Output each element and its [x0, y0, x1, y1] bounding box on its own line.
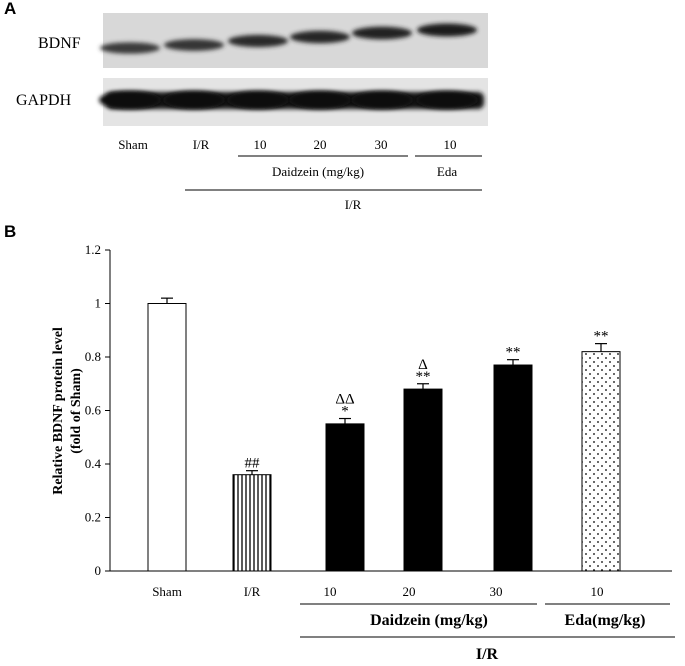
ir-group-label: I/R — [345, 197, 362, 212]
panel-label-b: B — [4, 222, 17, 241]
significance-annotation: ** — [506, 345, 521, 361]
bar — [147, 303, 187, 572]
gapdh-row-label: GAPDH — [16, 92, 72, 109]
panel-label-a: A — [4, 0, 17, 18]
bar — [232, 474, 272, 572]
gapdh-band — [163, 91, 225, 109]
gapdh-band — [99, 91, 161, 109]
y-axis-label-line1: Relative BDNF protein level — [51, 327, 66, 495]
gapdh-band — [227, 91, 289, 109]
y-tick-label: 0 — [95, 563, 102, 578]
gapdh-band — [289, 91, 351, 109]
bar — [403, 388, 443, 572]
y-tick-label: 0.2 — [85, 510, 101, 525]
y-tick-label: 0.4 — [85, 456, 102, 471]
significance-annotation: ** — [416, 369, 431, 385]
blot-lane-label: 20 — [314, 137, 327, 152]
bdnf-band — [417, 23, 477, 37]
blot-lane-label: 30 — [375, 137, 388, 152]
bars: ##ΔΔ*Δ****** — [147, 297, 621, 572]
significance-annotation: ΔΔ — [335, 392, 355, 408]
bdnf-band — [352, 26, 412, 40]
x-tick-labels: Sham I/R 10 20 30 10 — [152, 584, 603, 599]
bdnf-bands — [100, 23, 477, 54]
bdnf-band — [164, 39, 224, 51]
significance-annotation: * — [341, 404, 349, 420]
blot-lane-label: I/R — [193, 137, 210, 152]
gapdh-band — [351, 91, 413, 109]
y-tick-label: 0.6 — [85, 403, 102, 418]
y-axis-label-line2: (fold of Sham) — [69, 368, 84, 454]
blot-lane-label: 10 — [254, 137, 267, 152]
y-tick-label: 1 — [95, 296, 102, 311]
y-tick-label: 1.2 — [85, 242, 101, 257]
x-tick-label: 10 — [324, 584, 337, 599]
bar — [325, 423, 365, 572]
x-tick-label: 30 — [490, 584, 503, 599]
gapdh-bands — [99, 91, 484, 109]
daidzein-label: Daidzein (mg/kg) — [370, 612, 488, 629]
bdnf-band — [290, 30, 350, 44]
bdnf-band — [100, 42, 160, 54]
bdnf-band — [228, 34, 288, 48]
blot-lane-labels: Sham I/R 10 20 30 10 — [118, 137, 456, 152]
significance-annotation: ** — [594, 329, 609, 345]
eda-group-label: Eda — [437, 164, 457, 179]
x-tick-label: I/R — [244, 584, 261, 599]
bar — [493, 364, 533, 572]
bar — [581, 351, 621, 572]
significance-annotation: ## — [245, 456, 261, 472]
gapdh-band — [416, 91, 478, 109]
x-tick-label: Sham — [152, 584, 182, 599]
x-tick-label: 10 — [591, 584, 604, 599]
blot-lane-label: 10 — [444, 137, 457, 152]
ir-label: I/R — [476, 646, 499, 663]
daidzein-group-label: Daidzein (mg/kg) — [272, 164, 364, 179]
y-tick-label: 0.8 — [85, 349, 101, 364]
x-tick-label: 20 — [403, 584, 416, 599]
bdnf-row-label: BDNF — [38, 35, 81, 52]
eda-label: Eda(mg/kg) — [565, 612, 646, 629]
blot-lane-label: Sham — [118, 137, 148, 152]
western-blot-panel: BDNF GAPDH Sham I/R 10 20 30 10 Daidzein (mg/… — [16, 13, 488, 212]
significance-annotation: Δ — [418, 357, 428, 373]
y-axis: 0 0.2 0.4 0.6 0.8 1 1.2 — [85, 242, 672, 578]
